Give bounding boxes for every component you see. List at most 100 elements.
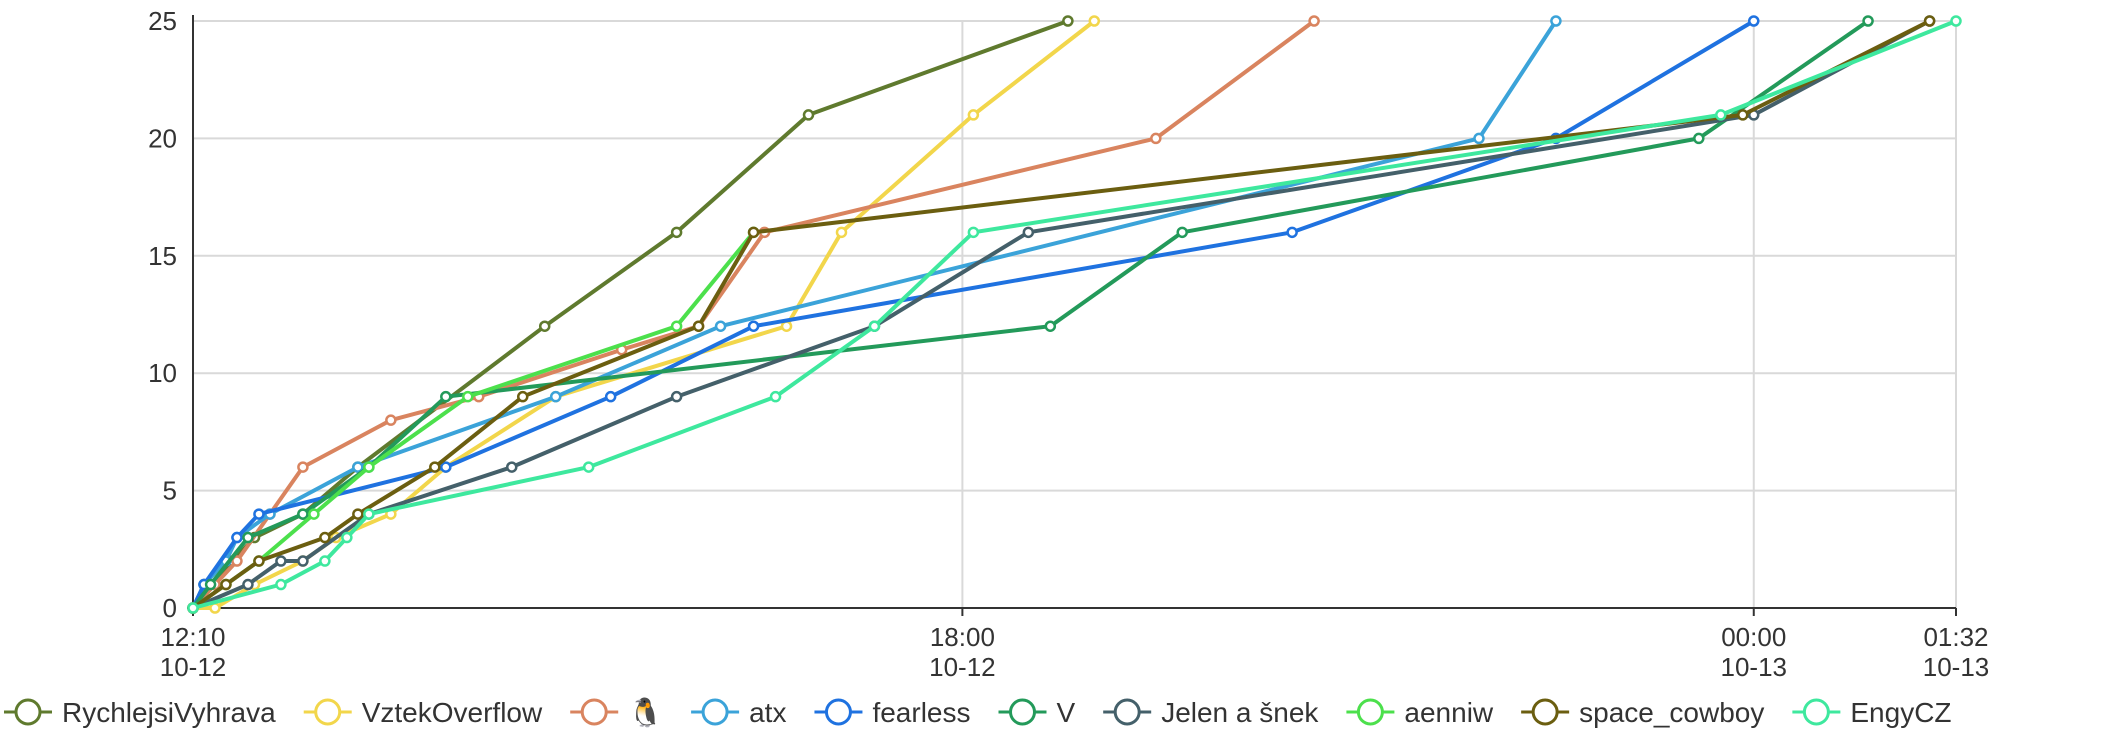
data-point[interactable] [670, 320, 683, 332]
data-point[interactable] [187, 602, 199, 614]
data-point[interactable] [429, 461, 441, 473]
data-point[interactable] [1286, 226, 1298, 239]
legend-item[interactable]: V [998, 697, 1076, 728]
legend-item[interactable]: VztekOverflow [303, 697, 543, 728]
series-line[interactable] [191, 19, 1871, 610]
series-line[interactable] [191, 19, 1756, 610]
data-point[interactable] [231, 531, 243, 544]
data-point[interactable] [835, 226, 848, 239]
data-point[interactable] [1715, 109, 1727, 121]
data-point[interactable] [1737, 109, 1749, 121]
data-point[interactable] [275, 555, 287, 567]
data-point[interactable] [1150, 132, 1162, 145]
y-tick-label: 15 [148, 241, 177, 271]
data-point[interactable] [1923, 15, 1936, 27]
data-point[interactable] [385, 414, 397, 426]
data-point[interactable] [242, 531, 254, 544]
data-point[interactable] [1062, 15, 1074, 27]
legend-marker [580, 698, 608, 726]
data-point[interactable] [275, 578, 287, 591]
data-point[interactable] [769, 390, 782, 403]
legend[interactable]: RychlejsiVyhrava VztekOverflow 🐧 atx fearles… [4, 696, 1952, 729]
series-line[interactable] [191, 19, 1070, 610]
data-point[interactable] [802, 109, 815, 121]
x-tick-label-time: 01:32 [1923, 622, 1988, 652]
data-point[interactable] [747, 320, 760, 332]
data-point[interactable] [253, 508, 265, 520]
data-point[interactable] [1308, 15, 1320, 27]
series-line[interactable] [191, 19, 1932, 610]
data-point[interactable] [967, 226, 980, 239]
data-point[interactable] [670, 226, 683, 239]
data-point[interactable] [204, 578, 217, 591]
series-line[interactable] [191, 19, 1097, 610]
data-point[interactable] [319, 531, 331, 544]
data-point[interactable] [1748, 15, 1760, 27]
series-3[interactable] [187, 15, 1562, 614]
data-point[interactable] [670, 390, 683, 403]
data-point[interactable] [505, 461, 518, 473]
data-point[interactable] [1088, 15, 1101, 27]
data-point[interactable] [1950, 15, 1962, 27]
series-4[interactable] [187, 15, 1760, 614]
data-point[interactable] [297, 508, 309, 520]
data-point[interactable] [1693, 132, 1705, 145]
data-point[interactable] [308, 508, 320, 520]
legend-label: space_cowboy [1579, 697, 1764, 728]
data-point[interactable] [242, 578, 254, 591]
series-line[interactable] [191, 230, 756, 610]
data-point[interactable] [868, 320, 881, 332]
data-point[interactable] [582, 461, 595, 473]
data-point[interactable] [297, 555, 309, 567]
series-line[interactable] [191, 19, 1932, 610]
data-point[interactable] [352, 461, 364, 473]
data-point[interactable] [341, 531, 353, 544]
data-point[interactable] [297, 461, 309, 473]
legend-item[interactable]: 🐧 [570, 696, 663, 729]
legend-item[interactable]: atx [691, 697, 786, 728]
series-0[interactable] [187, 15, 1074, 614]
series-9[interactable] [187, 15, 1962, 614]
legend-item[interactable]: aenniw [1346, 697, 1494, 728]
data-point[interactable] [1862, 15, 1874, 27]
data-point[interactable] [363, 508, 375, 520]
data-point[interactable] [747, 226, 760, 239]
data-point[interactable] [549, 390, 562, 403]
legend-item[interactable]: RychlejsiVyhrava [4, 697, 276, 728]
data-point[interactable] [220, 578, 232, 591]
legend-item[interactable]: EngyCZ [1792, 697, 1952, 728]
data-point[interactable] [780, 320, 793, 332]
data-point[interactable] [1550, 15, 1562, 27]
data-point[interactable] [1176, 226, 1188, 239]
series-5[interactable] [187, 15, 1874, 614]
legend-item[interactable]: Jelen a šnek [1103, 697, 1319, 728]
data-point[interactable] [1022, 226, 1035, 239]
data-point[interactable] [967, 109, 980, 121]
legend-item[interactable]: fearless [814, 697, 971, 728]
series-line[interactable] [191, 19, 1558, 610]
data-point[interactable] [253, 555, 265, 567]
data-point[interactable] [1044, 320, 1057, 332]
data-point[interactable] [363, 461, 375, 473]
data-point[interactable] [352, 508, 364, 520]
data-point[interactable] [516, 390, 529, 403]
legend-marker [1356, 698, 1384, 726]
data-point[interactable] [440, 461, 452, 473]
series-8[interactable] [187, 15, 1936, 614]
data-point[interactable] [604, 390, 617, 403]
series-line[interactable] [191, 19, 1958, 610]
legend-label: Jelen a šnek [1161, 697, 1319, 728]
data-point[interactable] [1473, 132, 1485, 145]
data-point[interactable] [440, 390, 452, 403]
legend-label: fearless [872, 697, 970, 728]
data-point[interactable] [714, 320, 727, 332]
series-lines [187, 15, 1962, 614]
data-point[interactable] [692, 320, 705, 332]
data-point[interactable] [538, 320, 551, 332]
data-point[interactable] [231, 555, 243, 567]
series-6[interactable] [187, 15, 1936, 614]
legend-marker [701, 698, 729, 726]
data-point[interactable] [462, 390, 474, 403]
data-point[interactable] [319, 555, 331, 567]
legend-item[interactable]: space_cowboy [1521, 697, 1764, 728]
